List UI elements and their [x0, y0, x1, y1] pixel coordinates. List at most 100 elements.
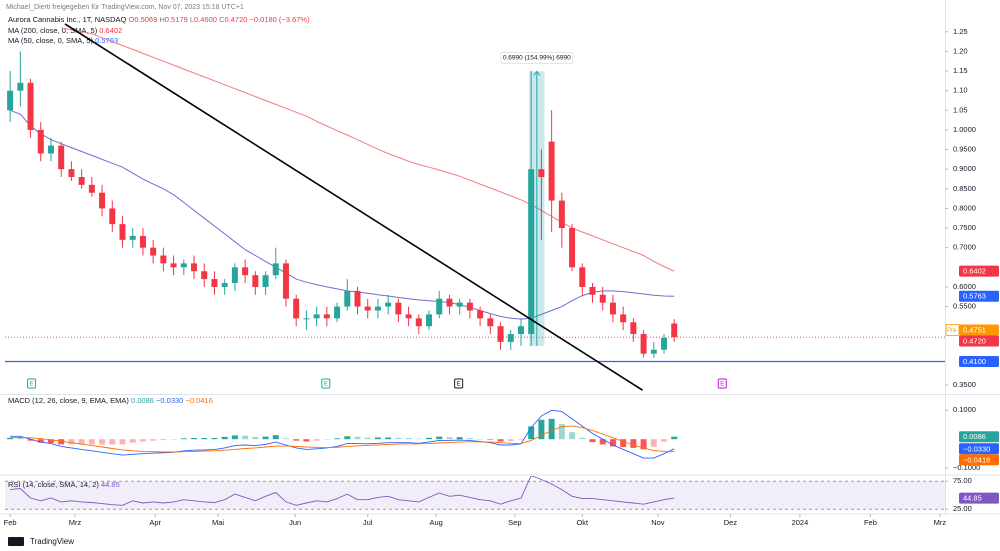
symbol-legend: Aurora Cannabis Inc., 1T, NASDAQ O0.5069… — [8, 15, 310, 24]
candle-body — [170, 263, 177, 268]
price-badge — [959, 454, 999, 466]
macd-histogram-bar — [27, 439, 34, 441]
candle-body — [201, 271, 208, 280]
x-tick-label: Jun — [289, 518, 301, 527]
macd-histogram-bar — [17, 438, 24, 440]
candle-body — [569, 228, 576, 268]
candle-body — [303, 318, 310, 320]
y-tick-label: 0.1000 — [953, 405, 976, 414]
ma50-legend: MA (50, close, 0, SMA, 5) 0.5763 — [8, 36, 118, 45]
candle-body — [456, 302, 463, 307]
candle-body — [211, 279, 218, 287]
candle-body — [426, 314, 433, 327]
macd-histogram-bar — [569, 432, 576, 440]
candle-body — [27, 82, 34, 130]
candle-body — [671, 323, 678, 338]
macd-histogram-bar — [436, 436, 443, 440]
candle-body — [538, 169, 545, 178]
y-tick-label: 0.7500 — [953, 223, 976, 232]
y-tick-label: 1.0000 — [953, 125, 976, 134]
x-tick-label: Apr — [149, 518, 161, 527]
x-tick-label: Okt — [576, 518, 589, 527]
macd-histogram-bar — [497, 439, 504, 442]
candle-body — [252, 275, 259, 287]
shared-by: Michael_Dierti freigegeben für TradingVi… — [6, 4, 244, 11]
price-badge-label: 0.0086 — [963, 432, 986, 441]
earnings-label: E — [457, 382, 461, 388]
macd-histogram-bar — [201, 438, 208, 440]
x-tick-label: Sep — [508, 518, 521, 527]
macd-histogram-bar — [344, 436, 351, 440]
candle-body — [129, 235, 136, 240]
macd-histogram-bar — [466, 438, 473, 440]
macd-histogram-bar — [119, 439, 126, 445]
macd-histogram-bar — [487, 439, 494, 440]
measure-label-box — [500, 51, 574, 64]
macd-histogram-bar — [88, 439, 95, 445]
macd-histogram-bar — [334, 438, 341, 440]
candle-body — [109, 208, 116, 225]
price-badge-label: 44.85 — [963, 494, 982, 503]
price-badge — [959, 356, 999, 368]
candle-body — [323, 314, 330, 319]
candle-body — [344, 290, 351, 307]
candle-body — [58, 145, 65, 170]
rsi-legend: RSI (14, close, SMA, 14, 2) 44.85 — [8, 480, 120, 489]
trend-line — [64, 23, 643, 391]
earnings-marker — [454, 378, 464, 389]
macd-histogram-bar — [323, 439, 330, 440]
macd-histogram-bar — [517, 439, 524, 440]
macd-histogram-bar — [313, 439, 320, 441]
candle-body — [497, 326, 504, 342]
macd-histogram-bar — [671, 436, 678, 440]
rsi-band — [5, 481, 945, 510]
y-tick-label: 0.3500 — [953, 380, 976, 389]
price-badge-label: −0.0416 — [963, 455, 990, 464]
macd-histogram-bar — [589, 439, 596, 443]
x-tick-label: Dez — [724, 518, 738, 527]
candle-body — [88, 184, 95, 193]
candle-body — [640, 334, 647, 354]
price-badge — [959, 324, 999, 336]
candle-body — [354, 290, 361, 307]
candle-body — [630, 322, 637, 335]
macd-histogram-bar — [58, 439, 65, 445]
candle-body — [661, 337, 668, 350]
candle-body — [548, 141, 555, 201]
macd-histogram-bar — [191, 438, 198, 440]
series-line — [10, 476, 675, 506]
macd-histogram-bar — [385, 437, 392, 440]
price-badge-label: 0.4720 — [963, 336, 986, 345]
candle-body — [191, 263, 198, 272]
macd-histogram-bar — [170, 439, 177, 440]
candle-body — [650, 349, 657, 354]
x-tick-label: Mai — [212, 518, 224, 527]
macd-histogram-bar — [528, 426, 535, 440]
macd-histogram-bar — [262, 436, 269, 440]
price-badge — [959, 492, 999, 504]
candle-body — [620, 314, 627, 323]
candle-body — [293, 298, 300, 319]
x-tick-label: Nov — [651, 518, 665, 527]
candle-body — [446, 298, 453, 307]
candle-body — [313, 314, 320, 319]
earnings-label: E — [30, 382, 34, 388]
earnings-marker — [717, 378, 727, 389]
y-tick-label: 0.7000 — [953, 243, 976, 252]
earnings-label: E — [324, 382, 328, 388]
candle-body — [180, 263, 187, 268]
logo-icon — [8, 537, 24, 546]
earnings-marker — [27, 378, 37, 389]
macd-histogram-bar — [160, 439, 167, 441]
macd-histogram-bar — [374, 437, 381, 440]
macd-histogram-bar — [650, 439, 657, 447]
footer-logo: TradingView — [30, 537, 74, 546]
macd-histogram-bar — [109, 439, 116, 445]
y-tick-label: 0.8000 — [953, 203, 976, 212]
series-line — [10, 409, 675, 459]
macd-histogram-bar — [7, 437, 14, 440]
macd-histogram-bar — [538, 419, 545, 440]
price-badge-label: 0.4100 — [963, 357, 986, 366]
